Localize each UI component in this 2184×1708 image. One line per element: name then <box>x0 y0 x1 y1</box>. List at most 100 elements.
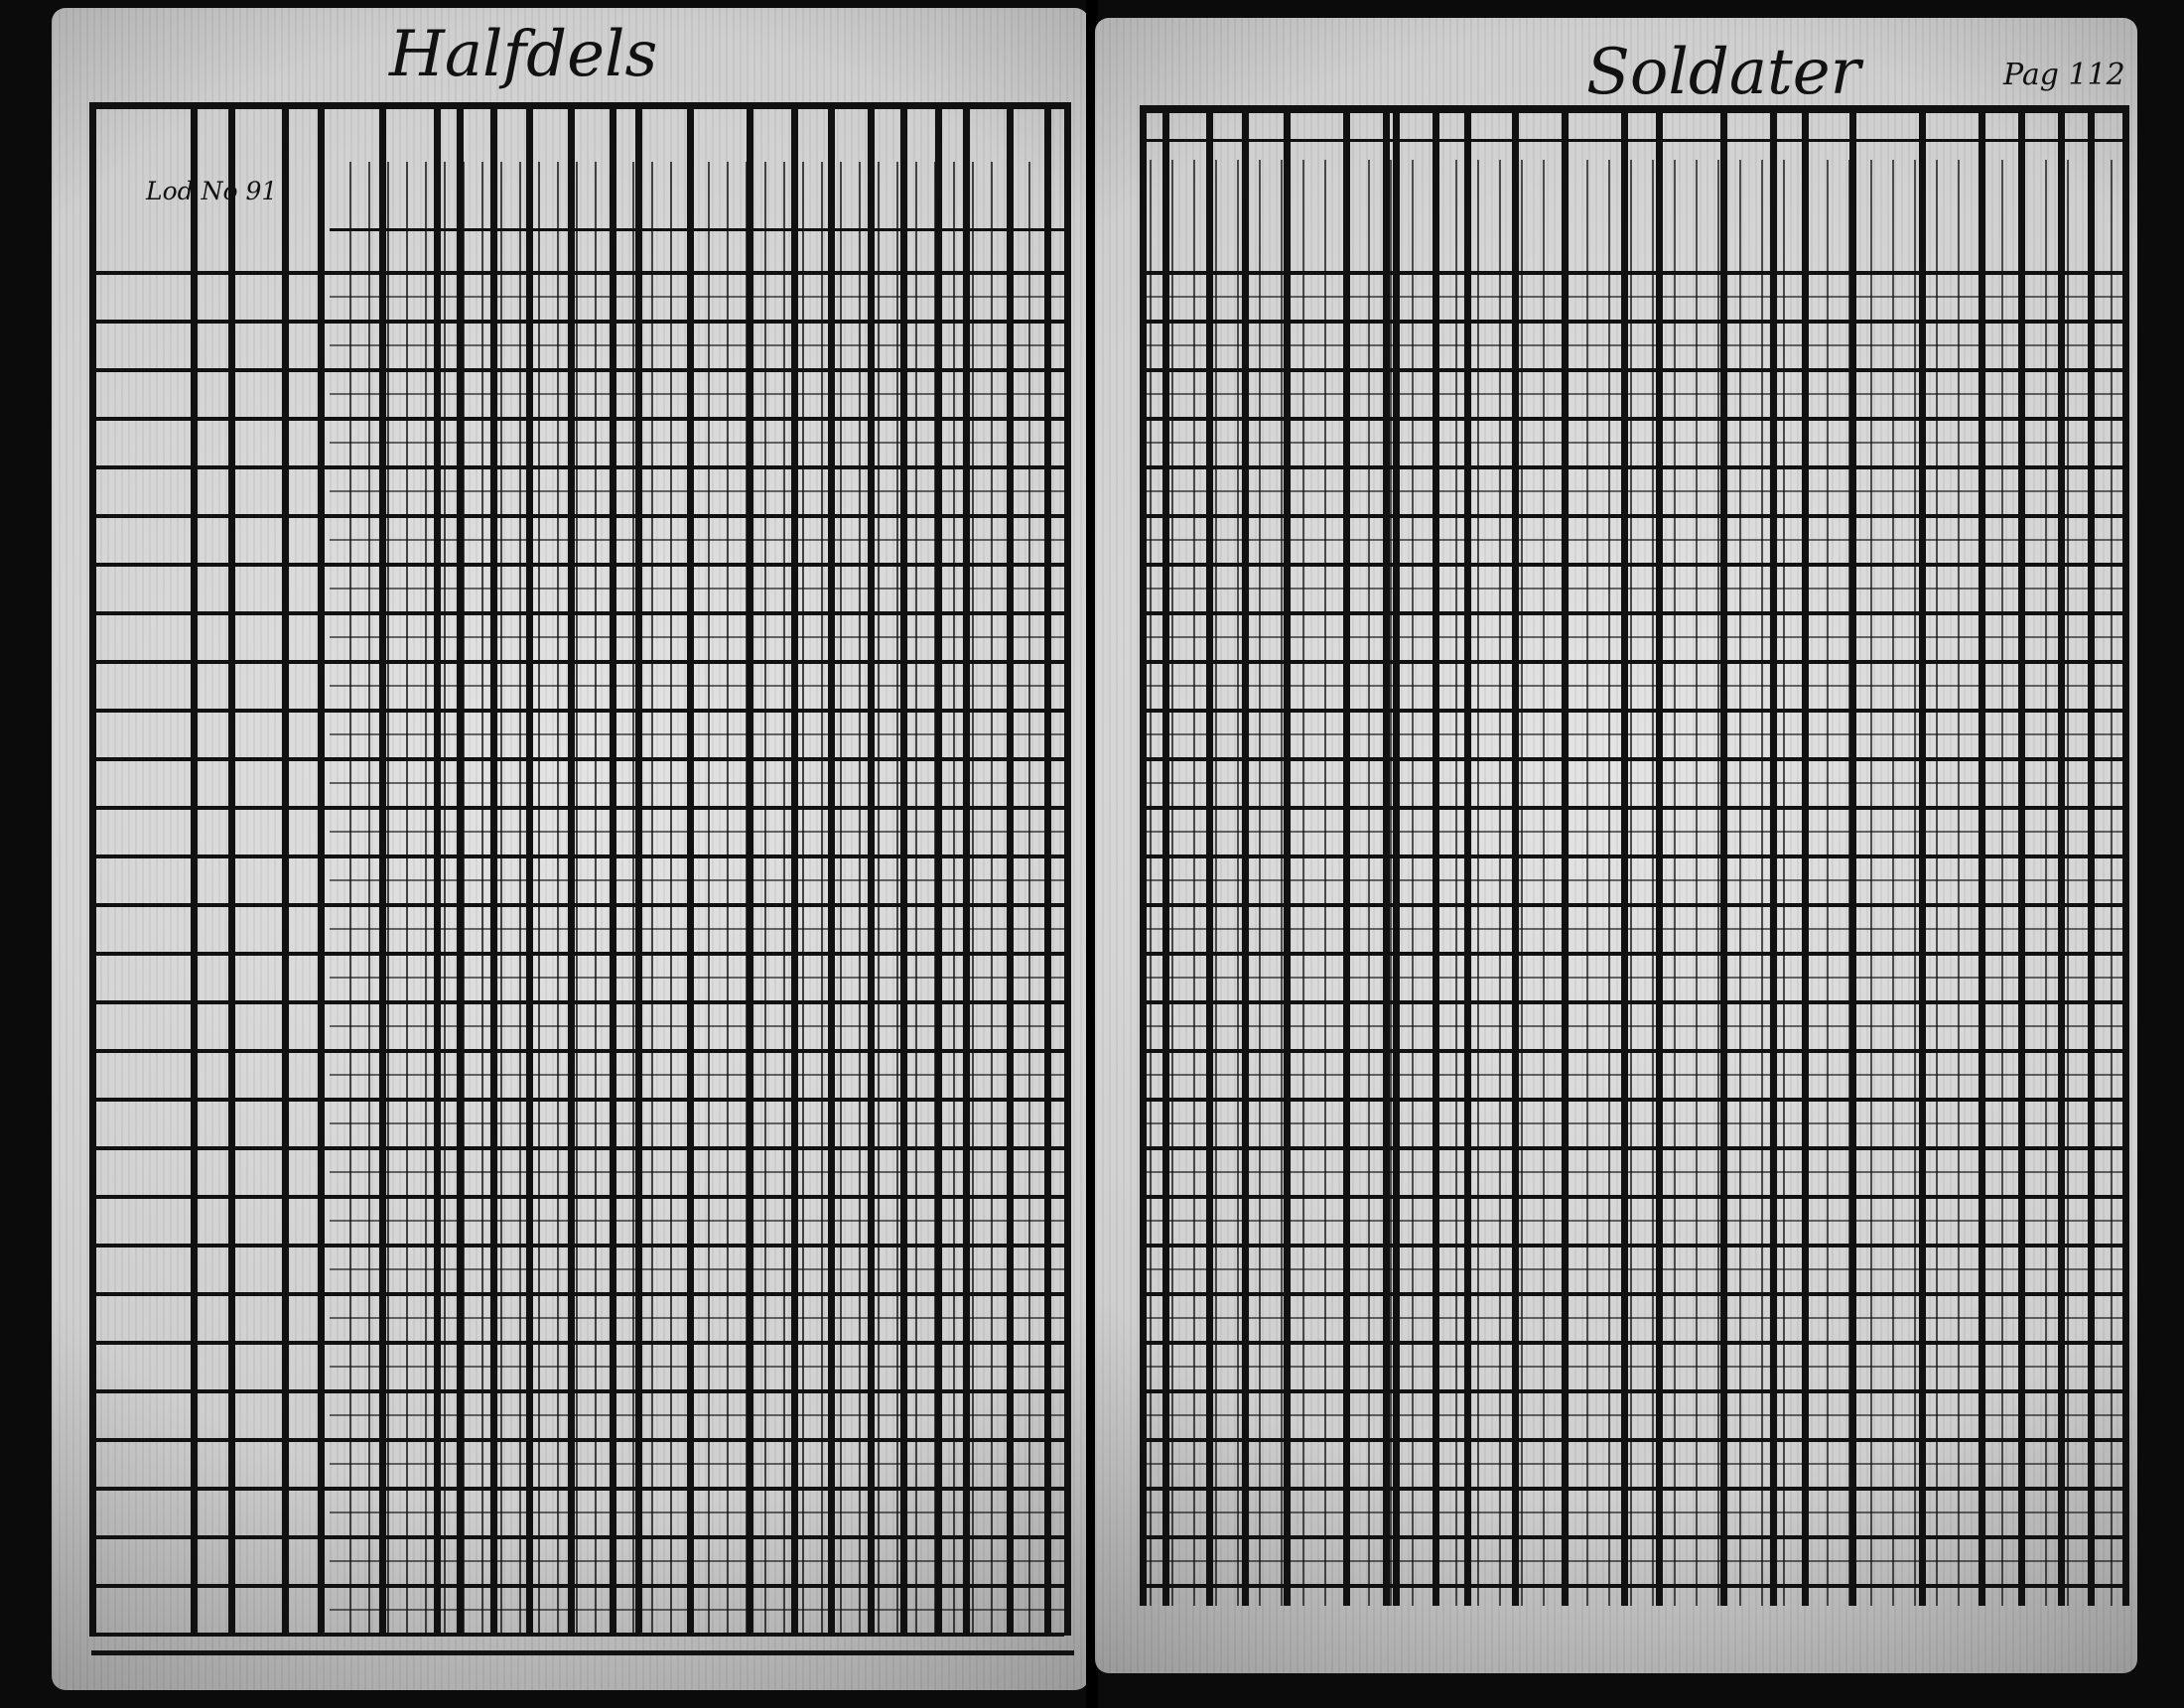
grid-line-vertical <box>791 102 798 1636</box>
grid-line-horizontal-thin <box>330 733 1064 735</box>
grid-line-horizontal-thin <box>330 831 1064 833</box>
grid-line-vertical-thin <box>1783 160 1785 1606</box>
grid-line-vertical-thin <box>1368 160 1370 1606</box>
grid-line-vertical-thin <box>915 162 917 1636</box>
grid-line-vertical-thin <box>1565 160 1567 1606</box>
grid-line-vertical-thin <box>2111 160 2113 1606</box>
grid-line-horizontal-thin <box>1140 977 2122 979</box>
grid-line-horizontal-thin <box>1140 1122 2122 1124</box>
grid-line-horizontal <box>1140 368 2122 372</box>
grid-line-horizontal-thin <box>330 636 1064 638</box>
grid-line-vertical-thin <box>538 162 540 1636</box>
grid-bottom-rule <box>91 1650 1074 1655</box>
grid-line-horizontal <box>1140 1389 2122 1393</box>
grid-line-horizontal-thin <box>1140 636 2122 638</box>
grid-line-vertical-thin <box>481 162 483 1636</box>
grid-line-horizontal <box>89 1244 1064 1248</box>
grid-line-horizontal <box>89 854 1064 858</box>
grid-line-vertical <box>568 102 575 1636</box>
grid-line-vertical-thin <box>2023 160 2025 1606</box>
grid-line-horizontal-thin <box>330 1511 1064 1513</box>
grid-line-vertical-thin <box>1608 160 1610 1606</box>
grid-line-vertical <box>191 102 198 1636</box>
grid-line-horizontal <box>89 1146 1064 1150</box>
grid-line-vertical-thin <box>576 162 578 1636</box>
grid-line-horizontal-thin <box>330 1268 1064 1270</box>
grid-line-vertical-thin <box>727 162 729 1636</box>
grid-line-vertical-thin <box>1827 160 1829 1606</box>
grid-line-horizontal <box>89 1000 1064 1004</box>
header-rule <box>1140 139 2122 142</box>
grid-line-vertical-thin <box>1215 160 1217 1606</box>
grid-line-horizontal <box>1140 611 2122 615</box>
grid-line-horizontal-thin <box>330 393 1064 395</box>
grid-line-horizontal <box>89 709 1064 713</box>
grid-line-horizontal-thin <box>330 539 1064 541</box>
grid-line-vertical-thin <box>1761 160 1763 1606</box>
grid-line-horizontal-thin <box>330 1122 1064 1124</box>
grid-line-horizontal-thin <box>330 1414 1064 1416</box>
grid-line-horizontal <box>1140 660 2122 664</box>
page-number: Pag 112 <box>2003 58 2125 92</box>
grid-line-vertical-thin <box>802 162 804 1636</box>
grid-line-horizontal <box>89 271 1064 275</box>
grid-line-horizontal-thin <box>330 1171 1064 1173</box>
grid-line-horizontal-thin <box>1140 1025 2122 1027</box>
grid-line-horizontal <box>89 1535 1064 1539</box>
grid-line-horizontal <box>89 514 1064 518</box>
grid-line-vertical-thin <box>1696 160 1698 1606</box>
grid-line-vertical-thin <box>1848 160 1850 1606</box>
grid-line-horizontal-thin <box>330 1220 1064 1222</box>
grid-line-vertical-thin <box>859 162 861 1636</box>
grid-line-horizontal <box>1140 1292 2122 1296</box>
grid-line-vertical-thin <box>1805 160 1807 1606</box>
grid-line-horizontal-thin <box>330 1317 1064 1319</box>
grid-line-horizontal <box>89 1195 1064 1199</box>
grid-line-vertical <box>228 102 235 1636</box>
grid-line-vertical <box>379 102 386 1636</box>
grid-line-vertical-thin <box>2067 160 2069 1606</box>
grid-line-horizontal <box>89 1584 1064 1588</box>
grid-line-vertical-thin <box>557 162 559 1636</box>
grid-line-horizontal <box>1140 1049 2122 1053</box>
grid-line-horizontal <box>89 563 1064 567</box>
grid-line-vertical-thin <box>614 162 615 1636</box>
grid-line-horizontal-thin <box>330 1463 1064 1465</box>
grid-line-horizontal <box>89 757 1064 761</box>
grid-line-horizontal-thin <box>1140 588 2122 590</box>
grid-top-rule <box>1140 105 2122 113</box>
grid-line-vertical <box>2122 105 2129 1606</box>
grid-line-horizontal <box>89 1098 1064 1102</box>
grid-line-horizontal-thin <box>1140 1414 2122 1416</box>
grid-line-horizontal-thin <box>330 1025 1064 1027</box>
grid-line-horizontal-thin <box>330 928 1064 930</box>
grid-line-vertical-thin <box>1586 160 1588 1606</box>
grid-line-horizontal-thin <box>1140 344 2122 346</box>
grid-line-horizontal-thin <box>1140 1366 2122 1368</box>
grid-line-horizontal <box>89 1633 1064 1637</box>
grid-line-vertical-thin <box>1346 160 1348 1606</box>
grid-line-vertical-thin <box>1171 160 1173 1606</box>
grid-line-horizontal <box>1140 1244 2122 1248</box>
grid-line-vertical-thin <box>1936 160 1938 1606</box>
grid-line-vertical-thin <box>406 162 408 1636</box>
grid-line-horizontal <box>1140 514 2122 518</box>
grid-line-vertical-thin <box>1892 160 1894 1606</box>
grid-line-horizontal <box>1140 271 2122 275</box>
grid-line-horizontal-thin <box>1140 442 2122 444</box>
grid-line-vertical-thin <box>991 162 993 1636</box>
grid-line-vertical <box>1064 102 1071 1636</box>
grid-line-horizontal <box>1140 563 2122 567</box>
grid-line-horizontal-thin <box>1140 733 2122 735</box>
grid-line-horizontal-thin <box>1140 831 2122 833</box>
grid-line-horizontal <box>89 1341 1064 1345</box>
grid-line-vertical-thin <box>2001 160 2003 1606</box>
grid-line-horizontal-thin <box>1140 1268 2122 1270</box>
grid-line-horizontal-thin <box>1140 1511 2122 1513</box>
grid-line-horizontal-thin <box>1140 685 2122 687</box>
grid-line-vertical-thin <box>425 162 427 1636</box>
grid-line-vertical <box>318 102 325 1636</box>
grid-line-vertical <box>900 102 907 1636</box>
grid-line-horizontal <box>89 660 1064 664</box>
grid-line-vertical-thin <box>444 162 446 1636</box>
